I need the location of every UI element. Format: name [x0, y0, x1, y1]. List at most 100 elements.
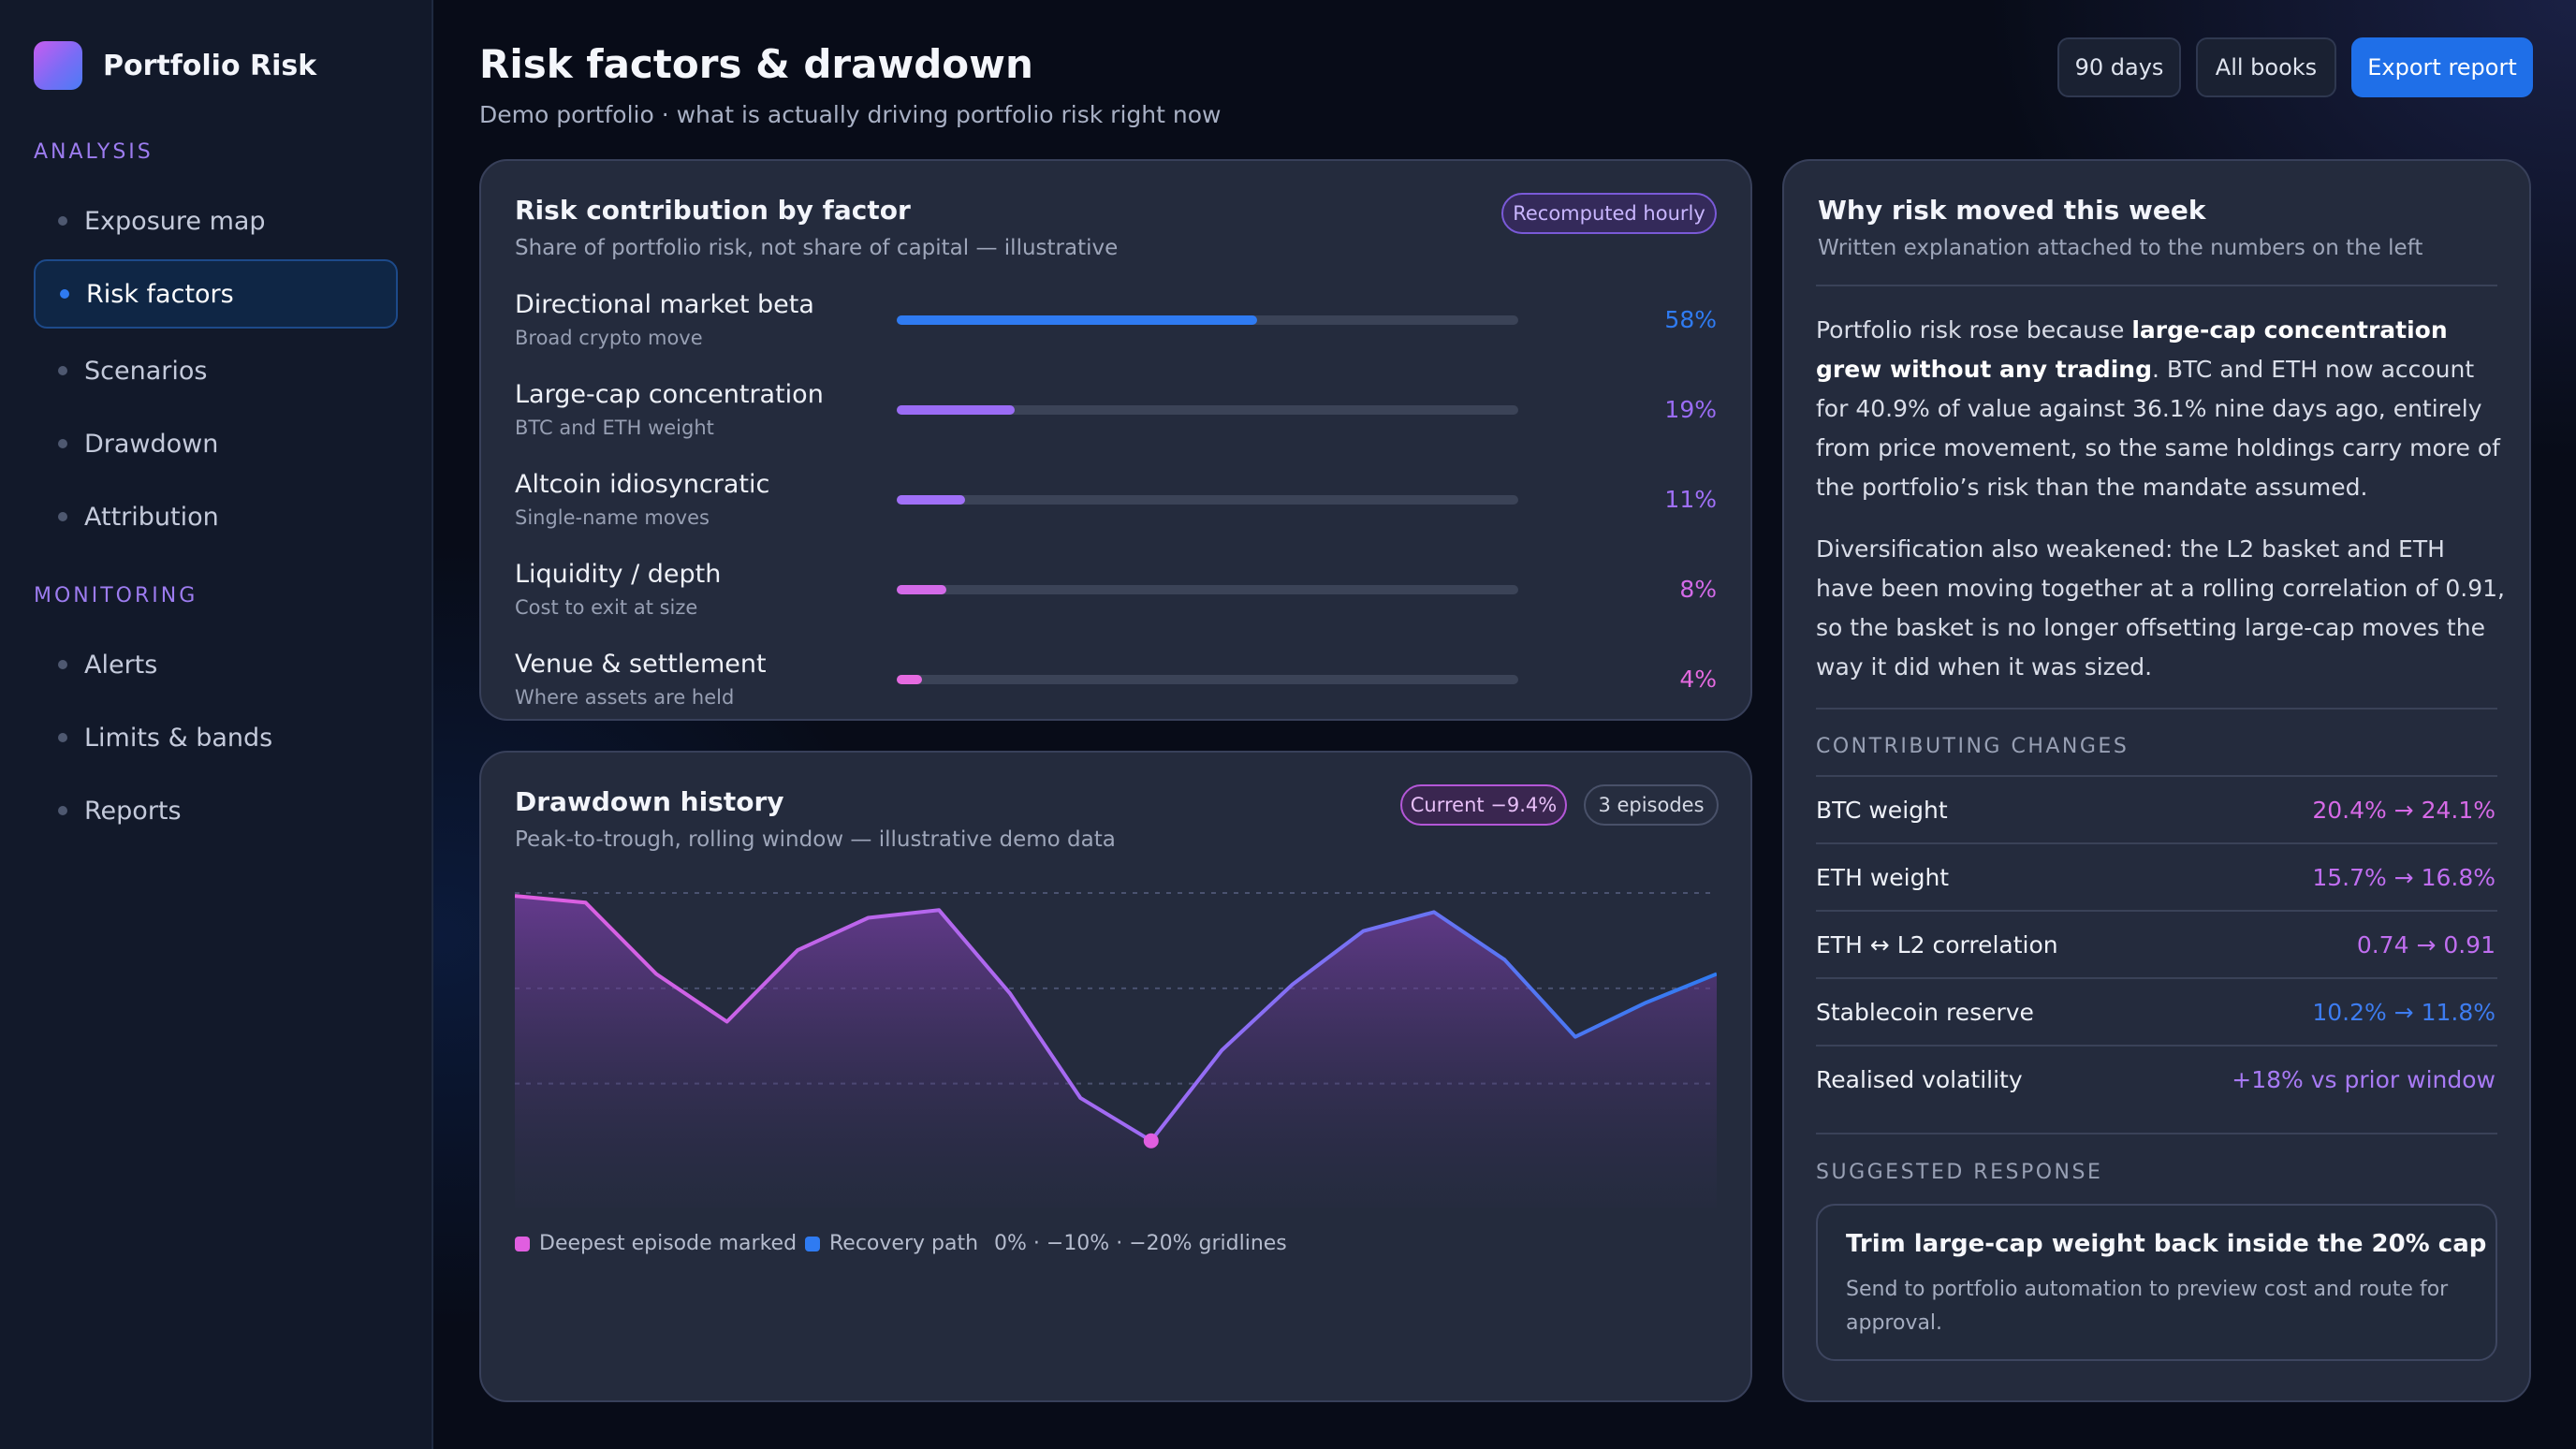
text-emphasis: large-cap concentration grew without any…	[1816, 316, 2448, 383]
sidebar-item-attribution[interactable]: Attribution	[34, 482, 398, 551]
risk-contribution-card: Risk contribution by factor Share of por…	[479, 159, 1752, 721]
factor-bar-track	[897, 495, 1518, 505]
page-title: Risk factors & drawdown	[479, 41, 1033, 87]
suggested-response-card[interactable]: Trim large-cap weight back inside the 20…	[1816, 1204, 2497, 1361]
factor-desc: BTC and ETH weight	[515, 417, 714, 439]
sidebar-item-label: Reports	[84, 796, 182, 826]
legend-label: 0% · −10% · −20% gridlines	[994, 1232, 1287, 1255]
explanation-paragraph-2: Diversification also weakened: the L2 ba…	[1816, 535, 2505, 681]
text-segment: Portfolio risk rose because	[1816, 316, 2132, 344]
sidebar-item-label: Risk factors	[86, 279, 234, 309]
factor-desc: Single-name moves	[515, 506, 710, 529]
export-report-button[interactable]: Export report	[2351, 37, 2533, 97]
date-range-button[interactable]: 90 days	[2057, 37, 2181, 97]
factor-pct: 8%	[1679, 576, 1717, 603]
sidebar-item-drawdown[interactable]: Drawdown	[34, 409, 398, 478]
text-segment: . BTC and ETH now account for 40.9% of v…	[1816, 356, 2500, 501]
sidebar-item-scenarios[interactable]: Scenarios	[34, 336, 398, 405]
factor-bar-track	[897, 675, 1518, 684]
factor-bar-track	[897, 585, 1518, 594]
bullet-icon	[58, 439, 67, 448]
legend-label: Deepest episode marked	[539, 1232, 798, 1255]
brand-name: Portfolio Risk	[103, 49, 317, 82]
bullet-icon	[58, 660, 67, 669]
factor-bar-fill	[897, 675, 922, 684]
drawdown-area	[515, 896, 1717, 1208]
factor-pct: 19%	[1664, 396, 1717, 423]
change-value: 15.7% → 16.8%	[2312, 864, 2496, 891]
suggested-response-label: SUGGESTED RESPONSE	[1816, 1161, 2103, 1184]
legend-deepest: Deepest episode marked	[515, 1232, 797, 1255]
episodes-badge: 3 episodes	[1584, 784, 1719, 826]
change-label: Stablecoin reserve	[1816, 999, 2034, 1026]
card-title: Drawdown history	[515, 786, 784, 817]
bullet-icon	[58, 512, 67, 521]
recomputed-badge: Recomputed hourly	[1501, 193, 1717, 234]
factor-bar-fill	[897, 405, 1016, 415]
brand: Portfolio Risk	[34, 41, 316, 90]
deepest-point-marker	[1143, 1133, 1159, 1149]
factor-name: Large-cap concentration	[515, 380, 824, 409]
sidebar-item-risk-factors[interactable]: Risk factors	[34, 259, 398, 329]
drawdown-chart	[515, 892, 1717, 1208]
explanation-paragraph-1: Portfolio risk rose because large-cap co…	[1816, 311, 2509, 507]
section-label-analysis: ANALYSIS	[34, 140, 154, 164]
factor-bar-fill	[897, 315, 1258, 325]
sidebar-item-limits-bands[interactable]: Limits & bands	[34, 703, 398, 772]
factor-bar-track	[897, 405, 1518, 415]
card-subtitle: Peak-to-trough, rolling window — illustr…	[515, 827, 1116, 852]
divider	[1816, 775, 2497, 777]
brand-logo-icon	[34, 41, 82, 90]
legend-recovery: Recovery path	[805, 1232, 978, 1255]
change-value: 20.4% → 24.1%	[2312, 797, 2496, 824]
sidebar-item-alerts[interactable]: Alerts	[34, 630, 398, 699]
factor-pct: 11%	[1664, 486, 1717, 513]
factor-desc: Cost to exit at size	[515, 596, 698, 619]
contributing-changes-label: CONTRIBUTING CHANGES	[1816, 735, 2130, 758]
bullet-icon	[58, 806, 67, 815]
recovery-swatch-icon	[805, 1236, 820, 1251]
divider	[1816, 977, 2497, 979]
sidebar-item-exposure-map[interactable]: Exposure map	[34, 186, 398, 256]
drawdown-line	[515, 894, 1717, 1143]
response-subtitle: Send to portfolio automation to preview …	[1846, 1278, 2449, 1335]
factor-bar-fill	[897, 495, 966, 505]
factor-name: Altcoin idiosyncratic	[515, 470, 770, 499]
sidebar: Portfolio Risk ANALYSIS Exposure map Ris…	[0, 0, 433, 1449]
divider	[1816, 910, 2497, 912]
card-subtitle: Written explanation attached to the numb…	[1818, 236, 2423, 260]
section-label-monitoring: MONITORING	[34, 584, 198, 607]
page-subtitle: Demo portfolio · what is actually drivin…	[479, 101, 1222, 128]
change-value: +18% vs prior window	[2232, 1066, 2496, 1093]
legend-label: Recovery path	[829, 1232, 979, 1255]
legend-gridlines: 0% · −10% · −20% gridlines	[994, 1232, 1287, 1255]
card-title: Why risk moved this week	[1818, 195, 2206, 226]
sidebar-item-reports[interactable]: Reports	[34, 776, 398, 845]
card-subtitle: Share of portfolio risk, not share of ca…	[515, 236, 1119, 260]
divider	[1816, 1045, 2497, 1046]
factor-pct: 4%	[1679, 666, 1717, 693]
change-value: 0.74 → 0.91	[2356, 931, 2496, 959]
sidebar-item-label: Scenarios	[84, 356, 208, 386]
factor-desc: Broad crypto move	[515, 327, 703, 349]
sidebar-item-label: Exposure map	[84, 206, 266, 236]
deepest-swatch-icon	[515, 1236, 530, 1251]
change-value: 10.2% → 11.8%	[2312, 999, 2496, 1026]
factor-bar-fill	[897, 585, 947, 594]
change-label: ETH weight	[1816, 864, 1950, 891]
card-title: Risk contribution by factor	[515, 195, 911, 226]
sidebar-item-label: Limits & bands	[84, 723, 273, 753]
change-label: ETH ↔ L2 correlation	[1816, 931, 2058, 959]
factor-desc: Where assets are held	[515, 686, 735, 709]
factor-name: Liquidity / depth	[515, 560, 722, 589]
divider	[1816, 1133, 2497, 1134]
why-risk-moved-card: Why risk moved this week Written explana…	[1782, 159, 2531, 1402]
sidebar-item-label: Attribution	[84, 502, 219, 532]
change-label: Realised volatility	[1816, 1066, 2023, 1093]
sidebar-item-label: Drawdown	[84, 429, 219, 459]
data-points	[1143, 1133, 1159, 1149]
factor-name: Venue & settlement	[515, 650, 767, 679]
sidebar-item-label: Alerts	[84, 650, 158, 680]
books-filter-button[interactable]: All books	[2196, 37, 2336, 97]
bullet-icon	[60, 289, 69, 299]
